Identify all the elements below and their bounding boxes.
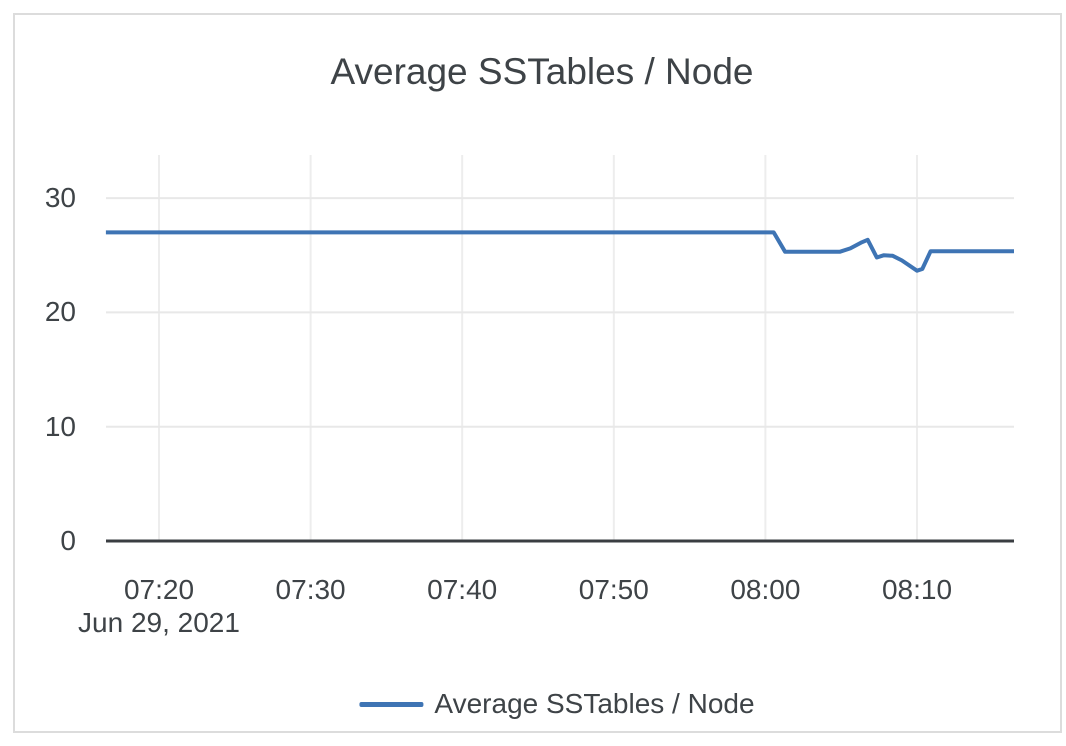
card-border <box>13 13 1062 733</box>
chart-title: Average SSTables / Node <box>330 51 754 92</box>
x-tick-label: 07:40 <box>427 574 498 605</box>
y-tick-label: 10 <box>44 410 76 442</box>
x-tick-label: 08:00 <box>730 574 801 605</box>
y-tick-label: 0 <box>60 525 76 556</box>
series-line[interactable] <box>105 230 1014 273</box>
legend-label: Average SSTables / Node <box>434 688 755 719</box>
x-tick-label: 07:20 <box>123 574 195 605</box>
x-tick-label: 07:30 <box>275 574 346 605</box>
x-tick-label: 08:10 <box>881 574 953 605</box>
x-tick-label: 07:50 <box>578 574 649 605</box>
x-axis-date-label: Jun 29, 2021 <box>78 607 240 638</box>
y-tick-label: 20 <box>44 296 76 328</box>
legend-line-swatch <box>359 701 424 707</box>
legend-item[interactable]: Average SSTables / Node <box>359 687 755 721</box>
y-tick-label: 30 <box>44 182 76 214</box>
